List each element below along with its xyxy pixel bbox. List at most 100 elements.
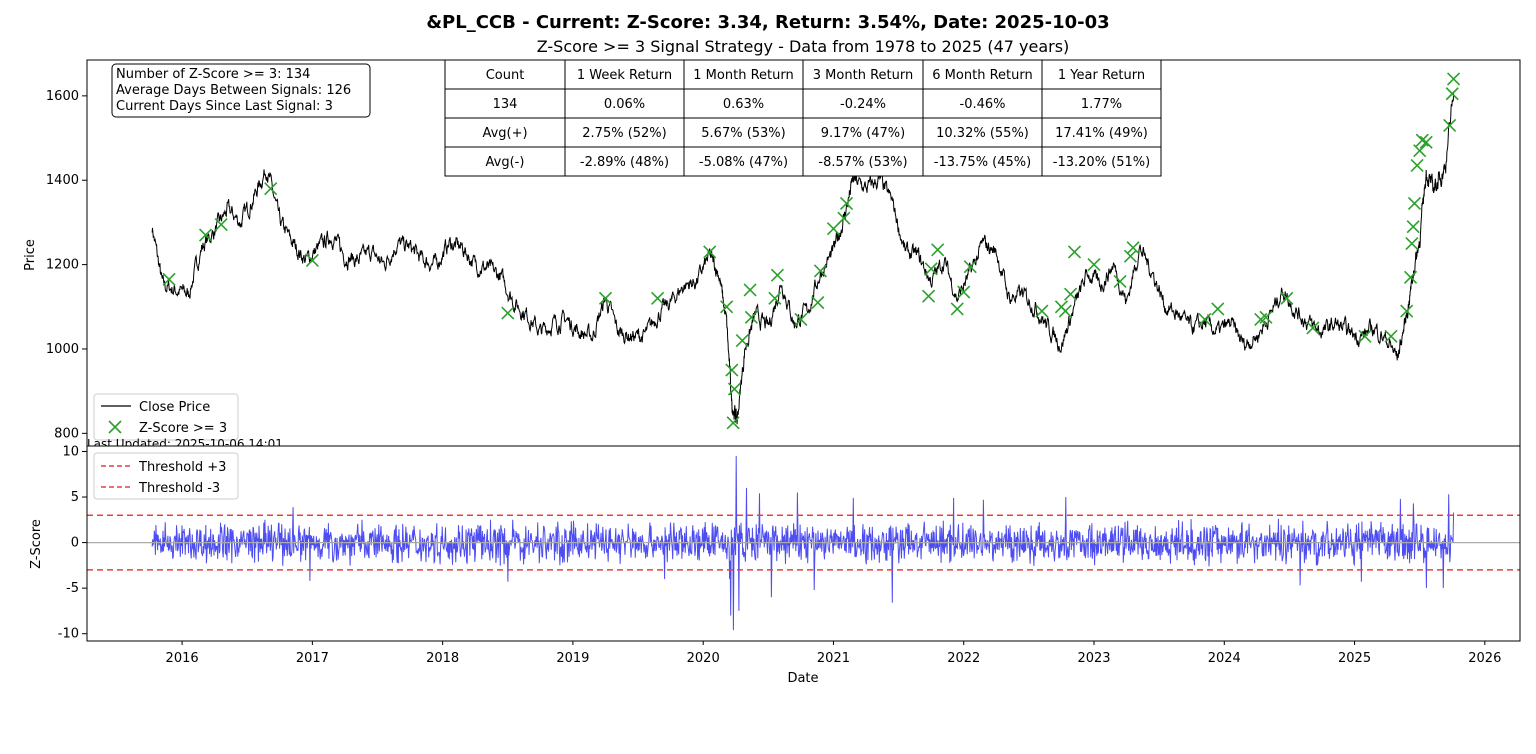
signal-marker: [720, 300, 734, 314]
signal-marker: [501, 306, 515, 320]
signal-marker: [1280, 291, 1294, 305]
table-cell: [564, 59, 685, 90]
signal-marker-stroke: [1211, 302, 1225, 316]
info-line: Current Days Since Last Signal: 3: [116, 99, 333, 114]
table-cell-text: 9.17% (47%): [821, 126, 905, 141]
signal-marker: [1035, 304, 1049, 318]
price-series: [151, 91, 1455, 425]
signal-marker-stroke: [1443, 118, 1457, 132]
signal-marker-stroke: [1446, 72, 1461, 86]
table-cell: [1041, 146, 1162, 177]
signal-marker-stroke: [743, 283, 757, 297]
zscore-xtick-label: 2018: [426, 651, 459, 666]
price-ylabel: Price: [23, 239, 38, 271]
legend-label: Close Price: [139, 400, 210, 415]
signal-marker-stroke: [703, 245, 717, 259]
signal-marker: [598, 291, 613, 305]
zscore-xtick-label: 2019: [556, 651, 589, 666]
table-cell-text: -2.89% (48%): [580, 155, 669, 170]
signal-marker-stroke: [1113, 274, 1127, 289]
table-cell: [444, 59, 566, 90]
signal-marker-stroke: [1087, 258, 1101, 272]
signal-marker-stroke: [305, 253, 319, 267]
signal-marker-stroke: [1410, 158, 1424, 173]
table-cell-text: -13.20% (51%): [1053, 155, 1150, 170]
signal-marker-stroke: [794, 312, 808, 327]
signal-marker: [1404, 270, 1418, 284]
signal-marker: [813, 264, 828, 278]
zscore-ytick-label: 5: [71, 490, 79, 505]
table-cell: [802, 117, 924, 148]
info-box: Number of Z-Score >= 3: 134 Average Days…: [111, 63, 371, 118]
table-cell-text: 1.77%: [1081, 97, 1122, 112]
price-ytick-label: 1000: [46, 342, 79, 357]
price-ytick-label: 1200: [46, 258, 79, 273]
signal-marker-stroke: [1058, 304, 1072, 318]
table-header-cell: 1 Week Return: [577, 68, 672, 83]
signal-marker-stroke: [921, 289, 936, 303]
zscore-panel: -10 -5 0 5 10 2016 2017 2018 2019 2020 2021 2022 202…: [29, 444, 1521, 686]
signal-marker-stroke: [1035, 304, 1049, 318]
table-header-cell: Count: [486, 68, 525, 83]
signal-marker: [264, 182, 278, 196]
price-panel: 800 1000 1200 1400 1600 Price Number of Z-Sc…: [23, 59, 1521, 450]
signal-marker-stroke: [198, 228, 213, 242]
signal-marker-stroke: [768, 291, 782, 305]
signal-marker: [768, 291, 782, 305]
legend-x-swatch: [108, 420, 122, 434]
signal-marker-stroke: [720, 300, 734, 314]
signal-marker: [651, 291, 665, 305]
signal-marker: [726, 416, 740, 430]
signal-marker: [743, 283, 757, 297]
zscore-xtick-label: 2020: [687, 651, 720, 666]
signal-marker-stroke: [1126, 241, 1140, 255]
signal-marker-stroke: [950, 302, 964, 316]
table-cell-text: -0.46%: [960, 97, 1006, 112]
signal-marker: [924, 262, 938, 276]
signal-marker-stroke: [501, 306, 515, 320]
table-cell-text: 134: [493, 97, 518, 112]
zscore-ytick-label: -10: [58, 627, 79, 642]
signal-marker-stroke: [214, 217, 228, 232]
price-ytick-label: 800: [54, 426, 79, 441]
table-cell: [564, 146, 685, 177]
table-cell: [802, 146, 924, 177]
zscore-xtick-label: 2024: [1208, 651, 1241, 666]
zscore-xtick-label: 2025: [1338, 651, 1371, 666]
signal-marker: [921, 289, 936, 303]
signal-marker: [770, 268, 785, 282]
signal-marker: [1113, 274, 1127, 289]
signal-marker: [1406, 220, 1420, 234]
signal-marker: [1198, 312, 1212, 327]
table-cell: [1041, 59, 1162, 90]
zscore-xtick-label: 2017: [296, 651, 329, 666]
signal-marker-stroke: [264, 182, 278, 196]
signal-marker: [1407, 196, 1422, 210]
chart-title: &PL_CCB - Current: Z-Score: 3.34, Return…: [426, 12, 1109, 33]
table-cell-text: 0.63%: [723, 97, 764, 112]
signal-marker: [950, 302, 964, 316]
close-price-line: [151, 91, 1455, 425]
signal-marker-stroke: [1259, 310, 1273, 324]
info-line: Number of Z-Score >= 3: 134: [116, 67, 310, 82]
signal-marker-stroke: [1198, 312, 1212, 327]
signal-marker: [1358, 329, 1372, 343]
signal-marker: [735, 333, 749, 348]
signal-marker-stroke: [1419, 135, 1433, 149]
table-cell: [683, 146, 804, 177]
signal-marker: [1384, 329, 1398, 343]
table-cell-text: -8.57% (53%): [818, 155, 907, 170]
info-box-frame: [111, 63, 371, 118]
signal-marker-stroke: [1358, 329, 1372, 343]
signal-marker: [957, 285, 971, 299]
signal-marker-stroke: [1063, 287, 1078, 301]
zscore-series: [151, 455, 1455, 631]
table-cell: [683, 59, 804, 90]
zscore-axes-frame: [86, 445, 1521, 642]
table-header-cell: 6 Month Return: [932, 68, 1032, 83]
signal-marker-stroke: [963, 260, 977, 274]
table-header-cell: 1 Year Return: [1058, 68, 1145, 83]
signal-marker: [837, 211, 851, 225]
signal-marker: [826, 222, 841, 236]
zscore-xlabel: Date: [787, 671, 818, 686]
